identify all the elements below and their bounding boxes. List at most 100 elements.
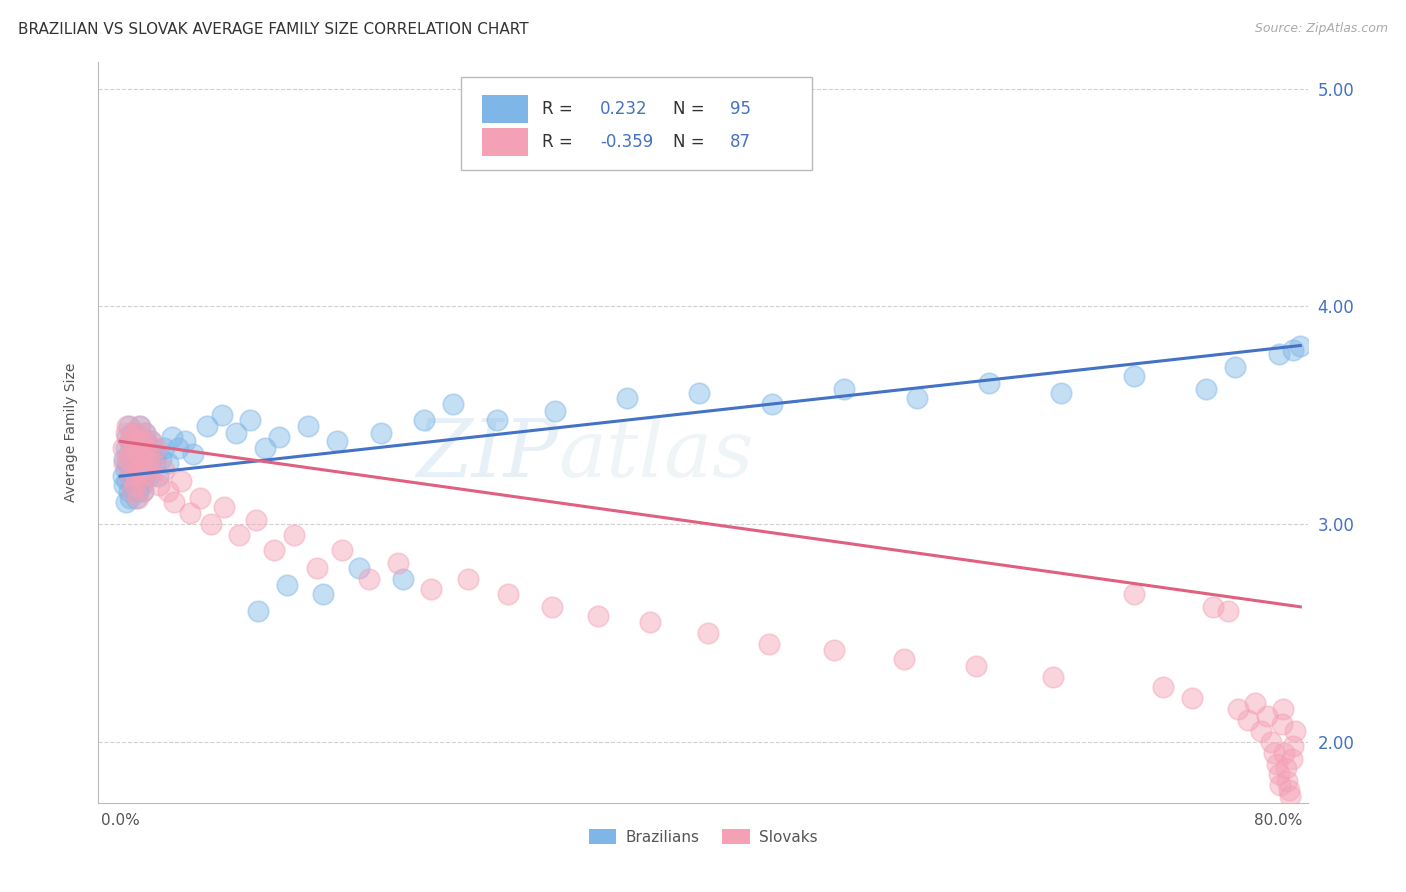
Y-axis label: Average Family Size: Average Family Size — [63, 363, 77, 502]
Point — [117, 451, 139, 466]
Text: -0.359: -0.359 — [600, 133, 654, 151]
Point — [128, 478, 150, 492]
Point — [136, 441, 159, 455]
Point — [120, 434, 142, 449]
Point — [181, 447, 204, 461]
Point — [114, 451, 136, 466]
Text: N =: N = — [672, 100, 710, 118]
Point — [170, 474, 193, 488]
Point — [228, 528, 250, 542]
Point — [1202, 599, 1225, 614]
Point — [125, 469, 148, 483]
Point — [441, 397, 464, 411]
Point — [326, 434, 349, 449]
Point — [297, 419, 319, 434]
Point — [179, 506, 201, 520]
Point — [638, 615, 661, 629]
Point — [1271, 702, 1294, 716]
Point — [139, 434, 162, 449]
Point — [149, 451, 172, 466]
Point — [128, 456, 150, 470]
Point — [127, 462, 149, 476]
Point — [115, 425, 138, 440]
Point — [125, 491, 148, 505]
Point — [131, 456, 153, 470]
Point — [965, 658, 987, 673]
Point — [276, 578, 298, 592]
Point — [141, 451, 163, 466]
Point — [1152, 681, 1174, 695]
Point — [391, 572, 413, 586]
Point — [263, 543, 285, 558]
Point — [127, 484, 149, 499]
Point — [225, 425, 247, 440]
Point — [125, 425, 148, 440]
Point — [1278, 782, 1301, 797]
Point — [135, 434, 157, 449]
Point — [1281, 752, 1303, 766]
Point — [120, 491, 142, 505]
Point — [117, 474, 139, 488]
Point — [118, 484, 141, 499]
Text: 0.232: 0.232 — [600, 100, 648, 118]
Point — [174, 434, 197, 449]
Point — [1282, 739, 1305, 754]
Point — [1267, 767, 1289, 781]
Point — [142, 441, 165, 455]
Point — [118, 434, 141, 449]
Point — [118, 419, 141, 434]
Point — [893, 652, 915, 666]
Point — [128, 430, 150, 444]
Point — [139, 434, 162, 449]
Point — [136, 462, 159, 476]
Point — [195, 419, 218, 434]
Point — [114, 478, 136, 492]
Point — [1284, 723, 1306, 738]
Point — [117, 419, 139, 434]
Point — [132, 484, 155, 499]
Point — [146, 469, 169, 483]
FancyBboxPatch shape — [461, 78, 811, 169]
Point — [1268, 778, 1291, 792]
Point — [1275, 761, 1298, 775]
Point — [283, 528, 305, 542]
Point — [823, 643, 845, 657]
Point — [138, 469, 160, 483]
Point — [131, 478, 153, 492]
Point — [115, 462, 138, 476]
Point — [1244, 696, 1267, 710]
Point — [121, 478, 143, 492]
Point — [905, 391, 928, 405]
Point — [121, 451, 143, 466]
Point — [134, 425, 156, 440]
Point — [120, 469, 142, 483]
Point — [312, 587, 335, 601]
Point — [616, 391, 638, 405]
Point — [114, 456, 136, 470]
Point — [127, 441, 149, 455]
Point — [457, 572, 479, 586]
Point — [1289, 338, 1312, 352]
Point — [120, 469, 142, 483]
Point — [214, 500, 236, 514]
Point — [1227, 702, 1250, 716]
Point — [136, 456, 159, 470]
Point — [1256, 708, 1278, 723]
Point — [152, 462, 174, 476]
Point — [115, 441, 138, 455]
Point — [129, 469, 152, 483]
Legend: Brazilians, Slovaks: Brazilians, Slovaks — [582, 822, 824, 851]
Point — [188, 491, 211, 505]
Point — [359, 572, 381, 586]
Point — [1181, 691, 1204, 706]
Point — [135, 462, 157, 476]
Point — [1277, 774, 1299, 789]
Text: 95: 95 — [730, 100, 751, 118]
Point — [1050, 386, 1073, 401]
Point — [330, 543, 353, 558]
Point — [1042, 669, 1064, 683]
Point — [148, 478, 170, 492]
Point — [496, 587, 519, 601]
Point — [163, 495, 186, 509]
Point — [485, 412, 508, 426]
